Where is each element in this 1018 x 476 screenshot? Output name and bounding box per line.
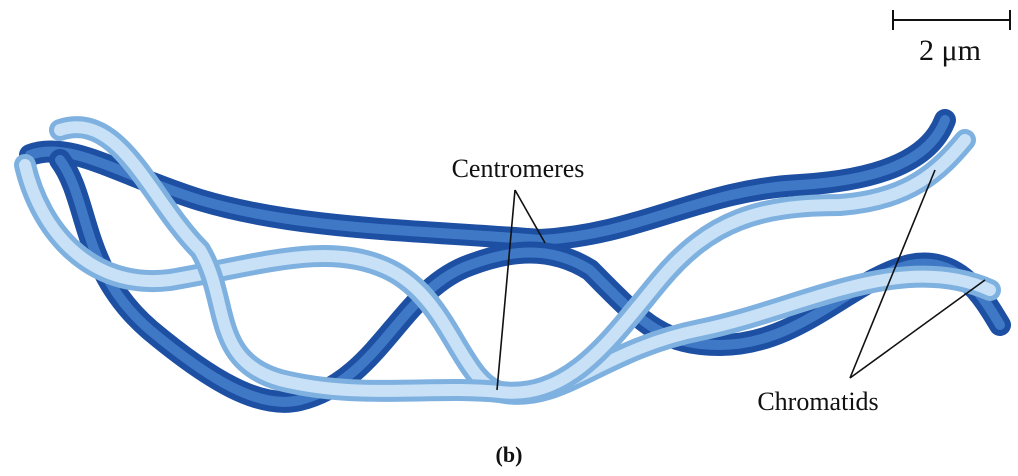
scale-bar: [893, 10, 1010, 30]
chromatids-label: Chromatids: [757, 387, 878, 416]
panel-caption: (b): [496, 442, 523, 467]
chromosome-diagram: 2 μm Centromeres Chromatids (b): [0, 0, 1018, 471]
scale-bar-label: 2 μm: [919, 34, 981, 67]
page: 2 μm Centromeres Chromatids (b) (() => {…: [0, 0, 1018, 471]
centromeres-label: Centromeres: [452, 154, 585, 183]
